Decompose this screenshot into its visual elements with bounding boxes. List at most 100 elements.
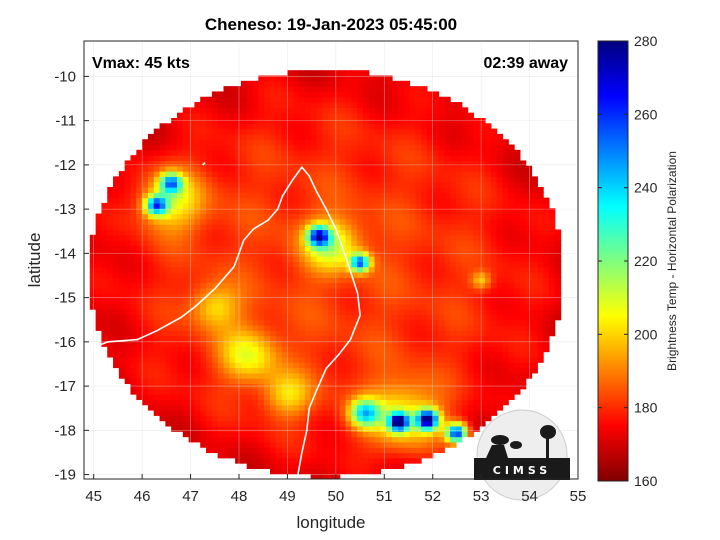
heatmap-cell [275, 303, 283, 310]
heatmap-cell [362, 436, 370, 443]
heatmap-cell [444, 309, 451, 316]
heatmap-cell [287, 128, 294, 135]
heatmap-cell [130, 388, 137, 395]
heatmap-cell [368, 234, 376, 241]
heatmap-cell [368, 463, 376, 469]
heatmap-cell [304, 218, 312, 225]
heatmap-cell [246, 303, 254, 310]
heatmap-cell [258, 277, 265, 284]
heatmap-cell [217, 218, 225, 225]
heatmap-cell [514, 245, 521, 252]
heatmap-cell [275, 149, 283, 156]
heatmap-cell [275, 298, 283, 305]
heatmap-cell [328, 457, 335, 464]
heatmap-cell [142, 256, 149, 262]
heatmap-cell [380, 420, 387, 427]
heatmap-cell [136, 213, 143, 220]
heatmap-cell [165, 415, 172, 422]
heatmap-cell [275, 160, 283, 167]
heatmap-cell [397, 309, 405, 316]
heatmap-cell [275, 197, 283, 204]
heatmap-cell [362, 197, 370, 204]
heatmap-cell [89, 261, 97, 268]
heatmap-cell [258, 96, 265, 103]
heatmap-cell [176, 149, 184, 156]
heatmap-cell [502, 155, 509, 162]
heatmap-cell [450, 202, 457, 209]
heatmap-cell [502, 149, 509, 156]
heatmap-cell [252, 340, 259, 347]
heatmap-cell [415, 394, 422, 400]
heatmap-cell [182, 351, 190, 358]
heatmap-cell [380, 218, 387, 225]
heatmap-cell [217, 171, 225, 177]
heatmap-cell [409, 139, 416, 146]
heatmap-cell [281, 133, 289, 140]
heatmap-cell [328, 293, 335, 300]
heatmap-cell [223, 181, 230, 188]
heatmap-cell [304, 388, 312, 395]
heatmap-cell [479, 319, 486, 326]
heatmap-cell [403, 383, 411, 390]
heatmap-cell [380, 133, 387, 140]
heatmap-cell [269, 383, 277, 390]
heatmap-cell [531, 197, 538, 204]
heatmap-cell [217, 346, 225, 353]
heatmap-cell [182, 218, 190, 225]
heatmap-cell [380, 165, 387, 172]
heatmap-cell [508, 144, 515, 151]
heatmap-cell [246, 171, 254, 177]
heatmap-cell [252, 457, 259, 464]
heatmap-cell [235, 171, 242, 177]
heatmap-cell [328, 441, 335, 448]
heatmap-cell [217, 378, 225, 385]
heatmap-cell [310, 409, 318, 416]
heatmap-cell [287, 457, 294, 464]
heatmap-cell [339, 314, 347, 321]
heatmap-cell [432, 340, 440, 347]
heatmap-cell [235, 277, 242, 284]
heatmap-cell [159, 309, 166, 316]
heatmap-cell [479, 409, 486, 416]
heatmap-cell [450, 314, 457, 321]
heatmap-cell [171, 351, 178, 358]
heatmap-cell [310, 149, 318, 156]
heatmap-cell [362, 447, 370, 454]
heatmap-cell [432, 298, 440, 305]
heatmap-cell [188, 133, 196, 140]
heatmap-cell [142, 378, 149, 385]
heatmap-cell [467, 144, 474, 151]
heatmap-cell [380, 187, 387, 193]
y-tick-label: -15 [54, 290, 76, 307]
heatmap-cell [508, 208, 515, 215]
heatmap-cell [357, 452, 364, 459]
heatmap-cell [351, 80, 358, 87]
heatmap-cell [543, 298, 550, 305]
heatmap-cell [293, 463, 300, 469]
heatmap-cell [432, 149, 440, 156]
heatmap-cell [287, 452, 294, 459]
heatmap-cell [229, 256, 236, 262]
heatmap-cell [159, 181, 166, 188]
heatmap-cell [409, 213, 416, 220]
heatmap-cell [362, 372, 370, 379]
heatmap-cell [136, 282, 143, 289]
heatmap-cell [182, 192, 190, 199]
heatmap-cell [426, 420, 434, 427]
heatmap-cell [240, 208, 248, 215]
heatmap-cell [519, 309, 527, 316]
heatmap-cell [165, 256, 172, 262]
heatmap-cell [316, 325, 323, 331]
heatmap-cell [264, 293, 271, 300]
heatmap-cell [118, 319, 126, 326]
heatmap-cell [514, 181, 521, 188]
heatmap-cell [432, 346, 440, 353]
heatmap-cell [345, 346, 352, 353]
heatmap-cell [194, 372, 201, 379]
heatmap-cell [415, 187, 422, 193]
heatmap-cell [281, 192, 289, 199]
heatmap-cell [118, 293, 126, 300]
heatmap-cell [432, 261, 440, 268]
heatmap-cell [479, 271, 486, 278]
heatmap-cell [345, 102, 352, 108]
